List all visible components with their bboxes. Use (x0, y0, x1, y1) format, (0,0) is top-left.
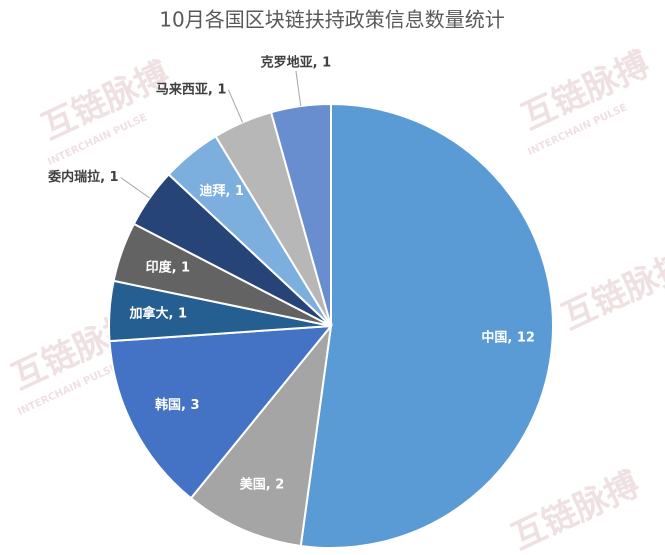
pie-slice (108, 324, 334, 500)
labels: 中国, 12 美国, 2 韩国, 3 加拿大, 1 印度, 1 委内瑞拉, 1 迪拜, 1 马… (47, 54, 535, 492)
pie-slice (189, 322, 333, 548)
watermark: 互链脉搏 (556, 244, 665, 338)
pie-slice (269, 102, 332, 327)
data-label: 印度, 1 (146, 260, 191, 276)
data-label: 克罗地亚, 1 (261, 54, 332, 70)
data-label: 迪拜, 1 (199, 183, 244, 199)
data-label: 美国, 2 (240, 476, 285, 492)
data-label: 韩国, 3 (155, 397, 200, 413)
data-label: 中国, 12 (481, 330, 535, 346)
data-label: 马来西亚, 1 (156, 81, 227, 97)
pie (108, 102, 554, 549)
watermark: 互链脉搏 (506, 464, 646, 555)
leader-line (295, 70, 302, 107)
leader-line (227, 89, 244, 123)
data-label: 加拿大, 1 (128, 306, 187, 322)
chart-title: 10月各国区块链扶持政策信息数量统计 (159, 8, 504, 32)
pie-slice (299, 102, 554, 549)
leader-line (120, 177, 150, 199)
data-label: 委内瑞拉, 1 (47, 169, 119, 185)
